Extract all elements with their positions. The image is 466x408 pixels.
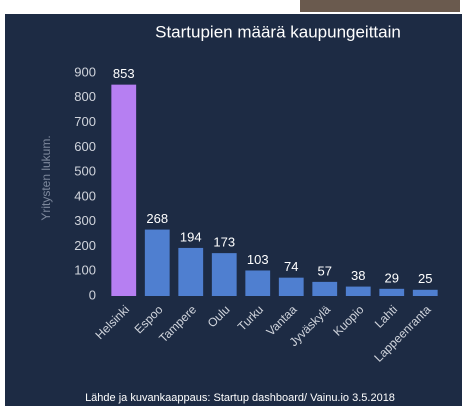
y-tick-label: 0 [89,287,96,302]
data-label: 38 [351,268,365,283]
bar [144,229,170,296]
y-tick-label: 800 [74,89,96,104]
data-label: 103 [247,252,269,267]
bar [245,270,271,296]
source-note: Lähde ja kuvankaappaus: Startup dashboar… [85,392,395,404]
data-label: 853 [113,66,135,81]
bar [111,84,137,296]
y-tick-label: 700 [74,114,96,129]
bar [345,286,371,296]
data-label: 268 [146,211,168,226]
y-tick-label: 200 [74,238,96,253]
photo-strip [300,0,460,12]
bar [412,289,438,296]
y-axis-label: Yritysten lukum. [39,135,53,220]
data-label: 173 [213,235,235,250]
y-tick-label: 100 [74,263,96,278]
bar [178,247,204,296]
bar [312,281,338,296]
data-label: 57 [318,263,332,278]
chart-background [5,14,462,406]
y-tick-label: 300 [74,213,96,228]
chart-title: Startupien määrä kaupungeittain [155,22,401,41]
data-label: 74 [284,259,298,274]
y-tick-label: 600 [74,139,96,154]
data-label: 25 [418,271,432,286]
y-tick-label: 500 [74,164,96,179]
data-label: 29 [385,270,399,285]
bar [379,288,405,296]
y-tick-label: 900 [74,64,96,79]
bar [278,277,304,296]
y-tick-label: 400 [74,188,96,203]
bar [211,253,237,296]
data-label: 194 [180,229,202,244]
